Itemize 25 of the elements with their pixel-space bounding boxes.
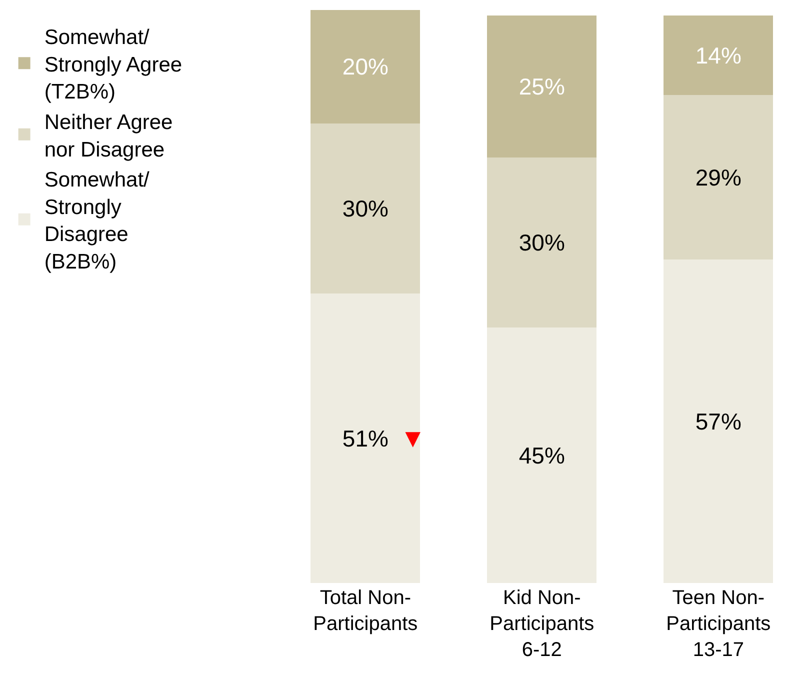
bar: [310, 10, 420, 124]
bar: [664, 95, 774, 260]
data-label: 30%: [518, 230, 565, 256]
data-label: 57%: [695, 408, 742, 434]
data-label: 14%: [695, 42, 742, 68]
data-label: 51%: [342, 425, 388, 452]
x-tick-label: Kid Non- Participants 6-12: [490, 587, 594, 661]
legend-label: Somewhat/ Strongly Disagree (B2B%): [44, 168, 150, 274]
bar: [487, 158, 597, 328]
annotation: ▼: [400, 423, 426, 453]
legend-label: Somewhat/ Strongly Agree (T2B%): [44, 26, 182, 104]
data-label: 29%: [695, 164, 742, 190]
bar: [664, 16, 774, 96]
bar: [310, 123, 420, 294]
data-label: 25%: [518, 74, 565, 100]
data-label: 45%: [518, 442, 565, 468]
bar: [487, 328, 597, 583]
x-tick-label: Teen Non- Participants 13-17: [666, 587, 771, 661]
bar: [664, 260, 774, 583]
data-label: 20%: [342, 54, 388, 80]
data-label: 30%: [342, 196, 388, 222]
bar: [487, 16, 597, 158]
x-tick-label: Total Non- Participants: [313, 587, 418, 635]
bar: [310, 294, 420, 583]
legend-label: Neither Agree nor Disagree: [44, 110, 173, 162]
